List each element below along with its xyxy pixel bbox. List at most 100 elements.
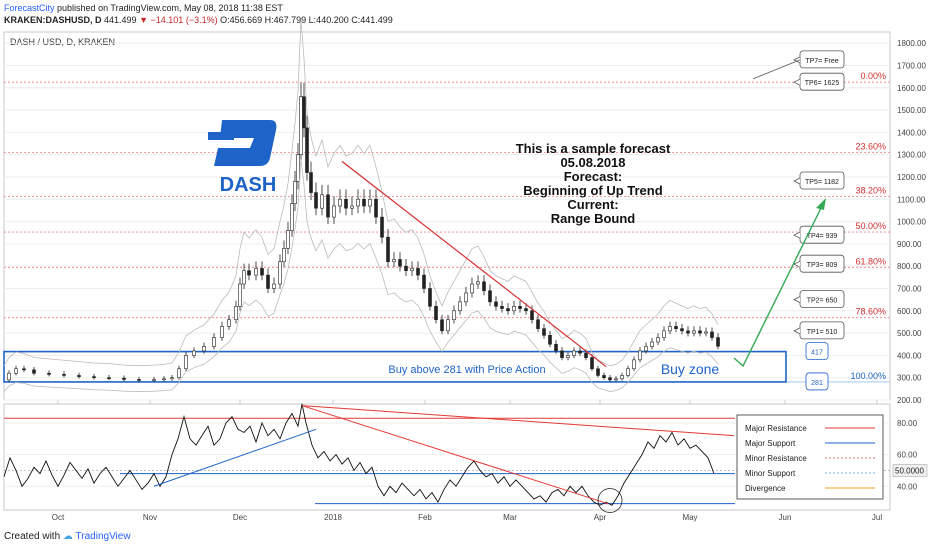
fib-level-label: 0.00%: [860, 71, 886, 81]
candle-body: [374, 198, 378, 218]
target-label: TP7= Free: [805, 58, 838, 65]
candle-body: [220, 326, 224, 338]
candle-body: [692, 330, 696, 334]
candle-body: [356, 198, 360, 207]
target-leader-line: [752, 59, 801, 80]
candle-body: [299, 96, 303, 155]
candle-body: [572, 350, 576, 356]
candle-body: [14, 368, 18, 374]
target-label: TP4= 939: [807, 233, 838, 240]
candle-body: [680, 328, 684, 332]
target-callout-pointer: [793, 56, 801, 64]
candle-body: [446, 319, 450, 332]
indicator-support-trendline: [153, 428, 317, 487]
candle-body: [398, 259, 402, 267]
price-tick-label: 1400.00: [897, 128, 926, 137]
candle-body: [238, 283, 242, 307]
legend-label: Divergence: [745, 484, 786, 493]
candle-body: [584, 352, 588, 358]
symbol-info: KRAKEN:DASHUSD, D 441.499 ▼ −14.101 (−3.…: [4, 14, 393, 26]
candle-body: [560, 350, 564, 358]
price-tick-label: 1000.00: [897, 218, 926, 227]
candle-body: [644, 346, 648, 352]
price-tick-label: 800.00: [897, 262, 922, 271]
candle-body: [566, 355, 570, 358]
candle-body: [326, 194, 330, 218]
candle-body: [404, 265, 408, 271]
zone-value-label: 281: [811, 380, 823, 387]
tradingview-cloud-icon: ☁: [62, 531, 73, 542]
candle-body: [170, 377, 174, 380]
time-tick-label: Feb: [418, 513, 432, 522]
candle-body: [674, 326, 678, 329]
candle-body: [422, 274, 426, 289]
price-pane[interactable]: [3, 31, 891, 401]
target-label: TP5= 1182: [805, 179, 839, 186]
candle-body: [488, 290, 492, 303]
candle-body: [227, 319, 231, 327]
price-tick-label: 900.00: [897, 240, 922, 249]
legend: Major Resistance Major Support Minor Resis…: [736, 414, 884, 500]
buy-above-label: Buy above 281 with Price Action: [388, 364, 545, 376]
target-callout-pointer: [793, 327, 801, 335]
zone-value-box: [805, 342, 829, 361]
candle-body: [596, 368, 600, 376]
candle-body: [500, 306, 504, 309]
candle-body: [686, 330, 690, 334]
time-tick-label: 2018: [324, 513, 342, 522]
candle-body: [260, 268, 264, 276]
tradingview-link[interactable]: TradingView: [75, 531, 131, 542]
price-tick-label: 1100.00: [897, 195, 926, 204]
price-tick-label: 200.00: [897, 396, 922, 405]
fib-level-label: 50.00%: [855, 221, 886, 231]
candle-body: [638, 350, 642, 361]
time-tick-label: May: [682, 513, 697, 522]
price-tick-label: 600.00: [897, 307, 922, 316]
candle-body: [107, 377, 111, 379]
candle-body: [380, 216, 384, 238]
candle-body: [282, 248, 286, 263]
candle-body: [320, 194, 324, 209]
indicator-line: [3, 403, 715, 506]
lower-band-line: [3, 159, 719, 392]
legend-label: Major Support: [745, 439, 796, 448]
target-label: TP6= 1625: [805, 80, 840, 87]
indicator-resistance-trendline: [301, 405, 609, 505]
author-link[interactable]: ForecastCity: [4, 3, 55, 13]
target-callout-pointer: [793, 78, 801, 86]
price-tick-label: 500.00: [897, 329, 922, 338]
candle-body: [410, 268, 414, 271]
buy-zone-label: Buy zone: [661, 361, 720, 377]
candle-body: [620, 375, 624, 380]
candle-body: [710, 331, 714, 338]
time-tick-label: Oct: [52, 513, 65, 522]
candle-body: [482, 281, 486, 292]
price-resistance-trendline: [341, 160, 607, 368]
candle-body: [162, 378, 166, 381]
indicator-tick-label: 80.00: [897, 419, 918, 428]
candle-body: [434, 306, 438, 321]
candle-body: [668, 326, 672, 332]
price-tick-label: 1600.00: [897, 84, 926, 93]
candle-body: [626, 368, 630, 376]
time-tick-label: Apr: [594, 513, 607, 522]
price-tick-label: 1700.00: [897, 61, 926, 70]
forecast-line-5: Current:: [567, 197, 618, 212]
candle-body: [518, 306, 522, 309]
candle-body: [290, 203, 294, 231]
candle-body: [608, 377, 612, 381]
time-tick-label: Nov: [143, 513, 157, 522]
target-label: TP3= 809: [807, 262, 838, 269]
candle-body: [530, 310, 534, 321]
candle-body: [506, 308, 510, 312]
candle-body: [296, 154, 300, 182]
candle-body: [428, 288, 432, 307]
price-tick-label: 1200.00: [897, 173, 926, 182]
candle-body: [416, 268, 420, 276]
indicator-level-label: 50.0000: [895, 466, 924, 475]
candle-body: [362, 198, 366, 207]
price-tick-label: 400.00: [897, 351, 922, 360]
time-tick-label: Dec: [233, 513, 247, 522]
candle-body: [368, 198, 372, 207]
